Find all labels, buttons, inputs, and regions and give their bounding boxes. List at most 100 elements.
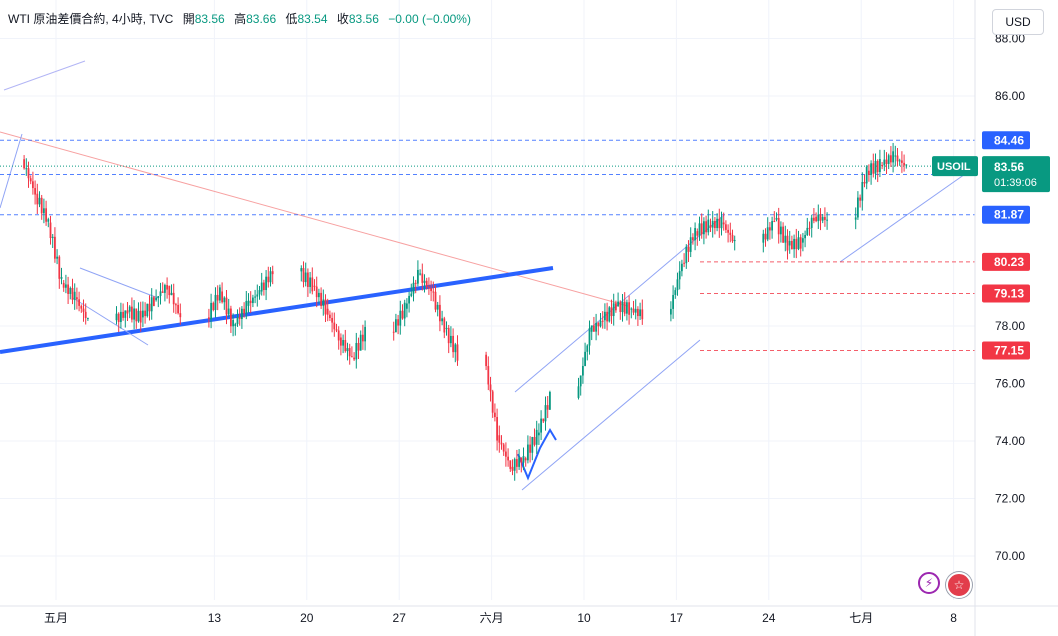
candle-body [443, 318, 446, 333]
candle-body [683, 262, 685, 264]
candle-body [698, 223, 701, 236]
candle-body [271, 271, 274, 275]
candle-body [56, 256, 58, 259]
candle-body [527, 444, 529, 461]
price-tick-label: 78.00 [995, 319, 1025, 333]
candle-body [711, 220, 714, 228]
lightning-icon[interactable]: ⚡ [918, 572, 940, 594]
candle-body [489, 384, 492, 392]
candle-body [254, 296, 256, 298]
candle-body [496, 417, 498, 441]
candle-body [903, 162, 905, 166]
candle-body [315, 286, 318, 298]
candle-body [256, 294, 259, 297]
candle-body [518, 457, 520, 467]
candle-body [131, 306, 133, 320]
candle-body [137, 310, 140, 322]
candle-body [604, 311, 606, 321]
candle-body [579, 375, 582, 387]
candle-body [135, 308, 138, 322]
candle-body [896, 155, 899, 162]
time-axis[interactable]: 五月 13 20 27 六月 10 17 24 七月 8 [0, 605, 1058, 625]
candle-body [879, 159, 881, 172]
candle-body [824, 217, 826, 220]
candle-body [804, 234, 806, 239]
candle-body [395, 319, 397, 333]
candle-body [456, 344, 459, 361]
candle-body [582, 365, 584, 376]
symbol-title[interactable]: WTI 原油差價合約, 4小時, TVC [8, 12, 174, 26]
candle-body [417, 269, 419, 284]
candle-body [441, 318, 443, 322]
candle-body [773, 221, 776, 223]
candle-body [529, 444, 531, 453]
price-level-label: 79.13 [994, 287, 1024, 301]
candle-body [887, 155, 890, 164]
candle-body [421, 273, 424, 283]
chart-legend: WTI 原油差價合約, 4小時, TVC 開83.56 高83.66 低83.5… [8, 10, 471, 27]
us-flag-icon[interactable]: ☆ [946, 572, 972, 598]
candle-body [353, 357, 355, 360]
candle-body [225, 297, 228, 315]
price-level-label: 84.46 [994, 133, 1024, 147]
candle-body [177, 304, 179, 314]
candle-body [430, 288, 432, 292]
candle-body [507, 456, 509, 461]
currency-button[interactable]: USD [992, 9, 1044, 35]
time-tick-label: 六月 [480, 611, 504, 625]
countdown-label: 01:39:06 [994, 177, 1037, 189]
candle-body [142, 310, 144, 318]
candle-body [337, 330, 340, 341]
candle-body [485, 354, 487, 367]
candle-body [439, 304, 441, 322]
candle-body [791, 240, 793, 250]
candle-body [161, 291, 164, 293]
candle-body [681, 263, 683, 272]
candle-body [329, 314, 331, 319]
candle-body [689, 237, 692, 252]
candle-body [232, 319, 234, 327]
candle-body [590, 325, 593, 332]
candle-body [87, 317, 89, 319]
candle-body [166, 285, 168, 290]
candle-body [617, 301, 619, 306]
candle-body [509, 460, 512, 469]
open-value: 83.56 [194, 12, 225, 26]
candle-body [133, 308, 135, 320]
candle-body [252, 297, 254, 304]
candle-body [322, 299, 325, 306]
close-label: 收 [336, 12, 349, 26]
candle-body [797, 237, 800, 250]
candle-body [263, 282, 265, 291]
candle-body [901, 160, 903, 163]
price-axis[interactable]: 88.00 86.00 78.00 76.00 74.00 72.00 70.00 [974, 0, 1025, 636]
candle-body [445, 327, 448, 329]
candle-body [406, 303, 408, 309]
candle-body [425, 280, 428, 288]
candle-body [344, 340, 347, 352]
time-tick-label: 17 [670, 611, 684, 625]
candle-body [546, 405, 549, 410]
candle-body [639, 309, 641, 317]
candle-body [619, 301, 622, 313]
candle-body [799, 237, 802, 249]
candle-body [410, 293, 413, 296]
candle-body [362, 334, 364, 342]
price-tick-label: 88.00 [995, 32, 1025, 46]
candle-body [115, 313, 118, 321]
candle-body [43, 208, 45, 214]
candle-body [494, 412, 496, 418]
candle-body [221, 291, 223, 303]
candle-body [670, 308, 672, 315]
candle-body [623, 301, 626, 314]
candle-body [423, 280, 426, 283]
candle-body [612, 303, 615, 317]
candle-body [692, 237, 694, 241]
candle-body [788, 240, 791, 246]
candle-body [144, 310, 146, 317]
candle-body [320, 292, 322, 306]
candle-body [216, 294, 219, 301]
candle-body [672, 294, 674, 309]
candle-body [786, 235, 789, 251]
